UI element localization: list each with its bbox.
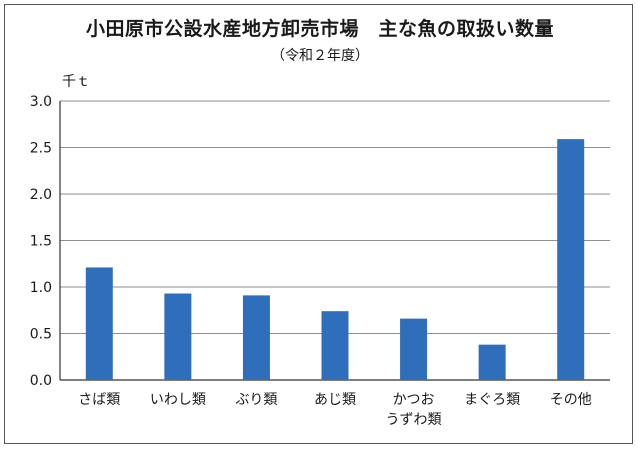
y-tick-label: 0.5 xyxy=(30,327,52,343)
x-category-label: かつお xyxy=(393,392,435,408)
bar xyxy=(400,318,428,380)
y-tick-label: 2.0 xyxy=(30,187,52,203)
y-axis-ticks: 0.0 0.5 1.0 1.5 2.0 2.5 3.0 xyxy=(30,94,52,389)
x-category-label: いわし類 xyxy=(150,392,206,408)
y-axis-unit-label: 千ｔ xyxy=(62,74,90,90)
bar xyxy=(242,295,270,380)
x-category-label: うずわ類 xyxy=(386,412,442,428)
x-category-label: あじ類 xyxy=(314,392,356,408)
x-category-label: その他 xyxy=(550,392,592,408)
x-category-label: まぐろ類 xyxy=(464,392,520,408)
bar xyxy=(85,267,113,380)
bar xyxy=(478,344,506,380)
bar xyxy=(557,139,585,380)
bar xyxy=(321,311,349,380)
bar xyxy=(164,293,192,380)
y-tick-label: 0.0 xyxy=(30,373,52,389)
y-tick-label: 2.5 xyxy=(30,141,52,157)
x-category-label: さば類 xyxy=(78,392,120,408)
chart-title: 小田原市公設水産地方卸売市場 主な魚の取扱い数量 xyxy=(85,18,554,40)
chart-subtitle: （令和２年度） xyxy=(271,48,369,64)
y-tick-label: 1.5 xyxy=(30,234,52,250)
y-tick-label: 3.0 xyxy=(30,94,52,110)
gridlines xyxy=(59,100,610,381)
y-tick-label: 1.0 xyxy=(30,280,52,296)
bars xyxy=(85,139,585,380)
x-category-label: ぶり類 xyxy=(235,392,277,408)
